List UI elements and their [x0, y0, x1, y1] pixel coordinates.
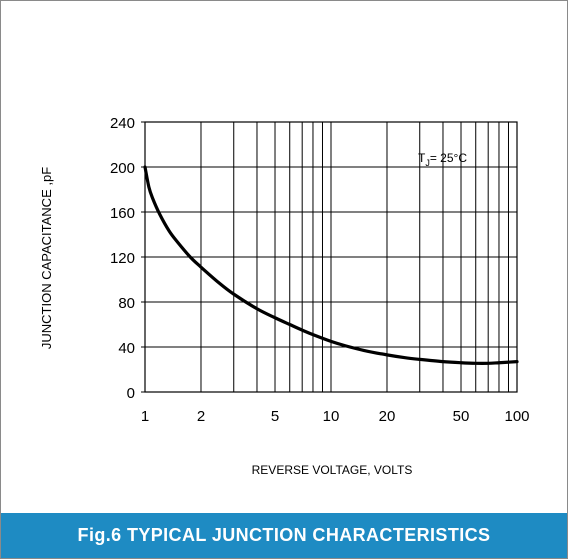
x-tick-label: 5 [271, 408, 279, 425]
y-tick-label: 0 [127, 385, 135, 402]
y-tick-label: 80 [118, 295, 135, 312]
annotation-subscript: J [425, 158, 430, 168]
figure-caption: Fig.6 TYPICAL JUNCTION CHARACTERISTICS [1, 513, 567, 558]
annotation-main: T [418, 151, 426, 165]
x-tick-label: 10 [323, 408, 340, 425]
temperature-annotation: TJ= 25°C [418, 151, 467, 168]
x-tick-label: 1 [141, 408, 149, 425]
y-tick-label: 40 [118, 340, 135, 357]
x-tick-labels: 1 2 5 10 20 50 100 [141, 408, 530, 425]
x-tick-label: 100 [504, 408, 529, 425]
y-tick-label: 240 [110, 115, 135, 132]
x-tick-label: 50 [453, 408, 470, 425]
plot-border [144, 121, 518, 393]
y-tick-labels: 0 40 80 120 160 200 240 [110, 115, 135, 402]
y-axis-label: JUNCTION CAPACITANCE ,pF [39, 167, 54, 349]
grid-lines [141, 121, 517, 393]
annotation-rest: = 25°C [430, 151, 467, 165]
x-tick-label: 20 [379, 408, 396, 425]
y-tick-label: 120 [110, 250, 135, 267]
capacitance-curve [143, 165, 519, 365]
y-tick-label: 200 [110, 160, 135, 177]
y-tick-label: 160 [110, 205, 135, 222]
x-axis-label: REVERSE VOLTAGE, VOLTS [252, 463, 413, 477]
x-tick-label: 2 [197, 408, 205, 425]
